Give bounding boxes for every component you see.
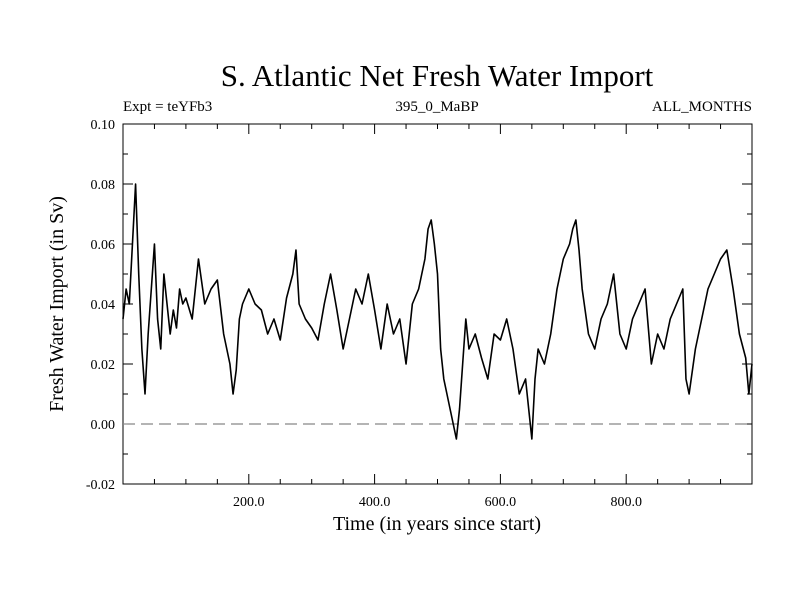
x-tick-label: 200.0 bbox=[233, 495, 265, 510]
chart-title: S. Atlantic Net Fresh Water Import bbox=[221, 58, 654, 93]
y-axis-label: Fresh Water Import (in Sv) bbox=[46, 196, 68, 412]
y-tick-label: 0.06 bbox=[91, 238, 116, 253]
x-axis: 200.0 400.0 600.0 800.0 bbox=[153, 124, 722, 510]
x-axis-label: Time (in years since start) bbox=[333, 513, 541, 535]
chart-subtitle-left: Expt = teYFb3 bbox=[123, 99, 212, 115]
x-tick-label: 600.0 bbox=[485, 495, 517, 510]
y-axis: -0.02 0.00 0.02 0.04 0.06 0.08 0.10 bbox=[86, 118, 752, 493]
y-tick-label: -0.02 bbox=[86, 478, 115, 493]
y-tick-label: 0.04 bbox=[91, 298, 116, 313]
y-tick-label: 0.08 bbox=[91, 178, 116, 193]
y-tick-label: 0.00 bbox=[91, 418, 116, 433]
series-line-net-fresh-water-import bbox=[122, 183, 753, 440]
chart-subtitle-center: 395_0_MaBP bbox=[395, 99, 478, 115]
chart-subtitle-right: ALL_MONTHS bbox=[652, 99, 752, 115]
x-tick-label: 400.0 bbox=[359, 495, 391, 510]
y-tick-label: 0.02 bbox=[91, 358, 116, 373]
x-tick-label: 800.0 bbox=[610, 495, 642, 510]
y-tick-label: 0.10 bbox=[91, 118, 116, 133]
